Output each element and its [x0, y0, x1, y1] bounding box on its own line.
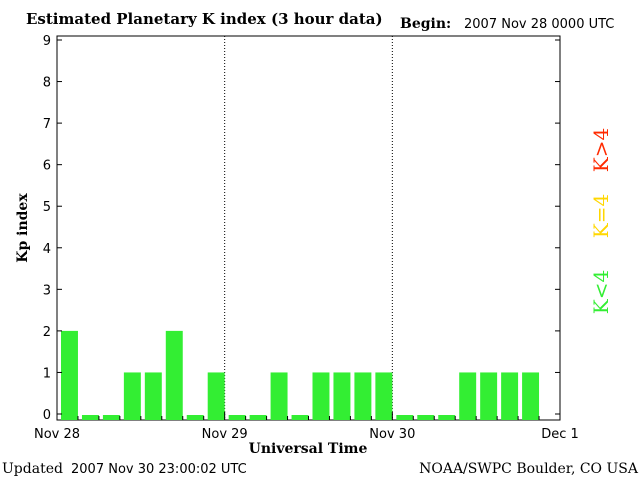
kp-bar [459, 372, 477, 420]
kp-bar [61, 330, 78, 420]
kp-bar [144, 372, 162, 420]
kp-bar [312, 372, 330, 420]
x-tick-label: Dec 1 [541, 427, 579, 442]
kp-bar [186, 415, 204, 420]
kp-bar [480, 372, 498, 420]
y-tick-label: 5 [43, 200, 51, 215]
x-axis: Nov 28 Nov 29 Nov 30 Dec 1 [34, 412, 579, 442]
legend-k-below-4: K<4 [589, 270, 613, 314]
y-axis-label: Kp index [15, 193, 31, 263]
y-tick-label: 8 [43, 76, 51, 91]
kp-bar [396, 415, 414, 420]
kp-bar [249, 415, 267, 420]
bar-series [61, 330, 540, 420]
begin-value: 2007 Nov 28 0000 UTC [464, 17, 614, 32]
updated-value: 2007 Nov 30 23:00:02 UTC [71, 462, 247, 477]
y-tick-label: 1 [43, 366, 51, 381]
kp-bar [333, 372, 351, 420]
kp-bar [228, 415, 246, 420]
y-tick-label: 6 [43, 159, 51, 174]
kp-bar [123, 372, 141, 420]
y-tick-label: 0 [43, 408, 51, 423]
legend-k-above-4: K>4 [589, 128, 613, 172]
kp-bar [438, 415, 456, 420]
plot-frame [56, 35, 561, 421]
y-tick-label: 9 [43, 34, 51, 49]
kp-bar [417, 415, 435, 420]
kp-bar [291, 415, 309, 420]
y-tick-label: 3 [43, 283, 51, 298]
legend-k-equals-4: K=4 [589, 194, 613, 238]
x-tick-label: Nov 28 [34, 427, 80, 442]
kp-bar [354, 372, 372, 420]
kp-bar [522, 372, 540, 420]
x-tick-label: Nov 30 [369, 427, 415, 442]
day-separators [224, 36, 393, 420]
y-tick-label: 2 [43, 325, 51, 340]
begin-label: Begin: [400, 16, 451, 32]
kp-bar [501, 372, 519, 420]
credit-text: NOAA/SWPC Boulder, CO USA [419, 461, 639, 477]
y-tick-label: 4 [43, 242, 51, 257]
y-tick-label: 7 [43, 117, 51, 132]
y-axis: 0 1 2 3 4 5 6 7 8 9 [43, 34, 560, 423]
chart-title: Estimated Planetary K index (3 hour data… [26, 10, 383, 28]
kp-bar [375, 372, 393, 420]
kp-bar [102, 415, 120, 420]
kp-bar [165, 330, 183, 420]
kp-bar [81, 415, 99, 420]
kp-bar [270, 372, 288, 420]
updated-label: Updated [2, 461, 63, 477]
kp-bar [207, 372, 225, 420]
x-axis-label: Universal Time [249, 441, 368, 457]
x-tick-label: Nov 29 [202, 427, 248, 442]
